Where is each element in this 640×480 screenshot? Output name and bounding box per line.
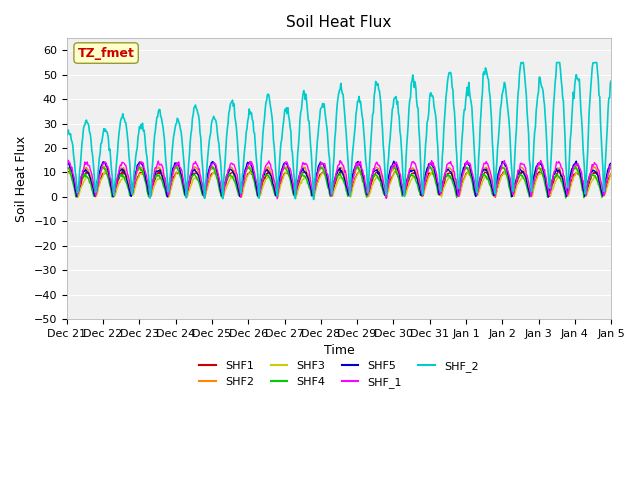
SHF4 [214, 177, 221, 182]
SHF5 [421, 174, 429, 180]
SHF_1 [406, 165, 414, 171]
SHF1 [184, 189, 192, 195]
SHF3 [73, 185, 81, 191]
SHF_2 [607, 78, 615, 84]
SHF4 [173, 163, 180, 168]
SHF2 [184, 182, 192, 188]
SHF1 [73, 191, 81, 197]
SHF1 [607, 171, 615, 177]
SHF3 [214, 174, 221, 180]
SHF2 [73, 193, 81, 199]
SHF5 [545, 194, 552, 200]
X-axis label: Time: Time [324, 344, 355, 357]
SHF2 [213, 171, 221, 177]
SHF5 [213, 168, 221, 173]
SHF3 [129, 192, 137, 198]
SHF1 [213, 173, 221, 179]
Line: SHF_1: SHF_1 [67, 160, 611, 199]
SHF5 [607, 160, 615, 166]
SHF3 [406, 178, 414, 184]
Y-axis label: Soil Heat Flux: Soil Heat Flux [15, 135, 28, 222]
Line: SHF1: SHF1 [67, 171, 611, 198]
Line: SHF4: SHF4 [67, 166, 611, 198]
SHF_2 [129, 188, 136, 194]
SHF_1 [129, 185, 137, 191]
SHF5 [572, 158, 580, 164]
SHF4 [185, 180, 193, 185]
SHF4 [73, 191, 81, 197]
SHF_1 [63, 163, 70, 168]
SHF_2 [184, 175, 192, 180]
SHF4 [63, 166, 70, 171]
SHF4 [607, 165, 615, 170]
SHF_1 [273, 196, 281, 202]
SHF4 [422, 170, 429, 176]
SHF5 [405, 170, 413, 176]
SHF3 [102, 168, 109, 173]
SHF1 [406, 174, 413, 180]
SHF1 [255, 195, 263, 201]
SHF_1 [607, 162, 615, 168]
SHF3 [422, 181, 430, 187]
Line: SHF_2: SHF_2 [67, 62, 611, 200]
SHF_1 [214, 168, 221, 174]
SHF_2 [422, 141, 429, 147]
Legend: SHF1, SHF2, SHF3, SHF4, SHF5, SHF_1, SHF_2: SHF1, SHF2, SHF3, SHF4, SHF5, SHF_1, SHF… [195, 357, 483, 392]
SHF_2 [63, 132, 70, 138]
SHF3 [185, 188, 193, 194]
SHF2 [422, 177, 429, 182]
SHF_1 [422, 172, 430, 178]
SHF5 [73, 193, 81, 199]
SHF2 [572, 163, 579, 169]
SHF3 [607, 171, 615, 177]
SHF_2 [213, 122, 221, 128]
SHF4 [562, 195, 570, 201]
Line: SHF2: SHF2 [67, 166, 611, 197]
SHF_2 [406, 97, 413, 103]
SHF2 [63, 165, 70, 171]
SHF5 [63, 162, 70, 168]
SHF_2 [310, 197, 317, 203]
SHF2 [406, 168, 413, 174]
SHF3 [383, 194, 391, 200]
SHF2 [607, 165, 615, 170]
SHF2 [129, 188, 136, 194]
SHF5 [129, 185, 136, 191]
SHF2 [218, 194, 226, 200]
SHF3 [63, 171, 70, 177]
SHF1 [129, 192, 136, 197]
SHF_1 [185, 182, 193, 188]
SHF5 [184, 182, 192, 188]
SHF4 [406, 173, 413, 179]
Text: TZ_fmet: TZ_fmet [77, 47, 134, 60]
SHF_2 [517, 60, 525, 65]
SHF4 [129, 183, 136, 189]
Line: SHF5: SHF5 [67, 161, 611, 197]
SHF_2 [73, 182, 81, 188]
Line: SHF3: SHF3 [67, 170, 611, 197]
SHF_1 [74, 192, 81, 197]
Title: Soil Heat Flux: Soil Heat Flux [286, 15, 392, 30]
SHF1 [555, 168, 563, 174]
SHF_1 [65, 157, 72, 163]
SHF1 [63, 170, 70, 176]
SHF1 [422, 180, 429, 186]
